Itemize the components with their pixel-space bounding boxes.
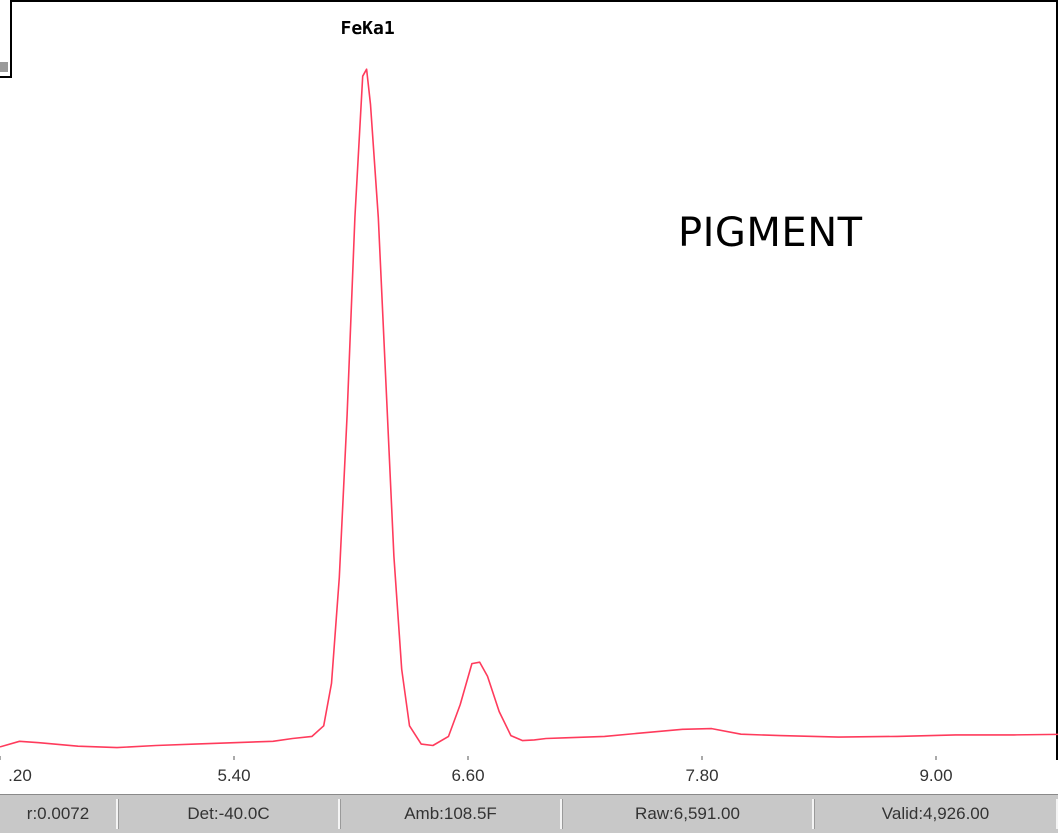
status-cell-ambient: Amb:108.5F [340, 799, 562, 829]
annotation-label: PIGMENT [678, 210, 863, 256]
corner-panel-fill [0, 62, 8, 72]
peak-label-0: FeKa1 [341, 18, 395, 39]
status-cell-ratio: r:0.0072 [0, 799, 118, 829]
x-axis: .20 5.40 6.60 7.80 9.00 [0, 760, 1058, 794]
x-tick-label: 9.00 [919, 766, 953, 785]
plot-area [0, 0, 1058, 760]
x-tick-label: 7.80 [685, 766, 719, 785]
status-cell-raw: Raw:6,591.00 [562, 799, 814, 829]
x-tick-label: 6.60 [451, 766, 485, 785]
x-tick-label: .20 [8, 766, 32, 785]
status-cell-valid: Valid:4,926.00 [814, 799, 1058, 829]
spectrum-chart: FeKa1 [0, 18, 1058, 760]
status-cell-detector: Det:-40.0C [118, 799, 340, 829]
x-tick-label: 5.40 [217, 766, 251, 785]
spectrum-line-0 [0, 68, 1058, 749]
status-bar: r:0.0072 Det:-40.0C Amb:108.5F Raw:6,591… [0, 794, 1058, 833]
corner-panel[interactable] [0, 0, 12, 78]
